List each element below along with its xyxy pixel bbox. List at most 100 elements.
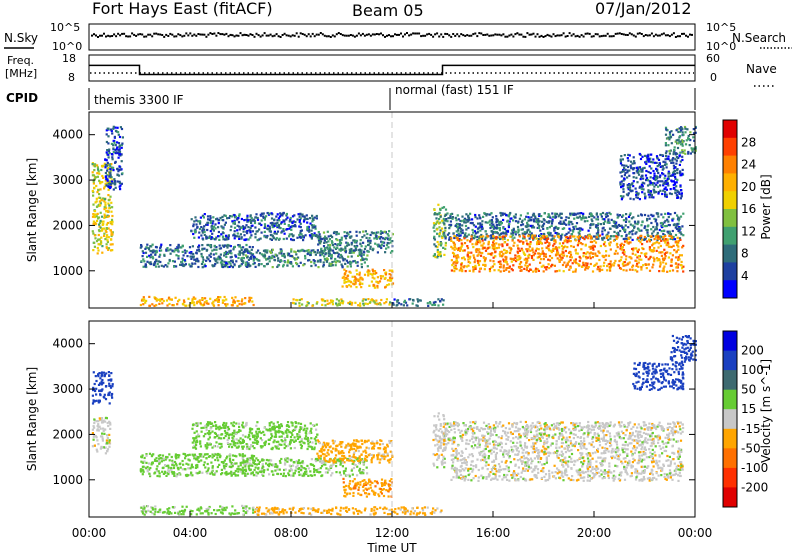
velocity-cell bbox=[200, 455, 203, 458]
power-cell bbox=[436, 245, 439, 249]
power-cell bbox=[513, 236, 516, 239]
power-cell bbox=[673, 238, 677, 241]
power-cell bbox=[105, 182, 108, 185]
power-cell bbox=[231, 304, 234, 307]
power-cell bbox=[476, 243, 479, 246]
power-cell bbox=[625, 193, 629, 196]
power-cell bbox=[681, 168, 684, 171]
velocity-data bbox=[91, 334, 697, 516]
power-cell bbox=[671, 229, 674, 233]
power-cell bbox=[630, 217, 633, 220]
power-cell bbox=[202, 216, 205, 219]
power-cell bbox=[680, 174, 683, 177]
velocity-cell bbox=[161, 457, 164, 460]
power-cell bbox=[96, 212, 99, 215]
power-cell bbox=[99, 219, 102, 222]
power-cell bbox=[551, 220, 554, 223]
power-cell bbox=[453, 246, 457, 249]
power-cell bbox=[663, 248, 666, 251]
power-cell bbox=[333, 230, 336, 234]
power-cell bbox=[593, 264, 596, 267]
power-cell bbox=[250, 221, 253, 224]
power-cell bbox=[643, 225, 647, 228]
power-cell bbox=[670, 245, 673, 249]
power-cell bbox=[438, 235, 441, 238]
power-cell bbox=[140, 299, 144, 302]
power-cell bbox=[312, 226, 315, 229]
power-cell bbox=[205, 259, 208, 262]
power-cell bbox=[326, 246, 329, 249]
power-cell bbox=[110, 238, 113, 241]
power-cell bbox=[477, 261, 480, 265]
power-cell bbox=[628, 169, 631, 172]
power-cell bbox=[653, 177, 656, 180]
power-cell bbox=[260, 219, 263, 222]
power-cell bbox=[633, 220, 637, 223]
power-cell bbox=[647, 179, 650, 182]
power-cell bbox=[108, 180, 111, 183]
power-cell bbox=[361, 258, 364, 261]
power-cell bbox=[679, 215, 683, 218]
noise-point bbox=[616, 32, 619, 35]
power-cell bbox=[635, 231, 638, 234]
power-cell bbox=[500, 250, 503, 253]
power-cell bbox=[359, 302, 362, 305]
power-cell bbox=[298, 304, 301, 307]
power-cell bbox=[200, 252, 203, 256]
power-cell bbox=[618, 260, 621, 263]
power-cell bbox=[118, 165, 121, 168]
power-cell bbox=[653, 174, 656, 177]
power-cell bbox=[362, 302, 365, 305]
power-cell bbox=[653, 172, 656, 175]
power-cell bbox=[198, 231, 201, 234]
power-cell bbox=[662, 167, 665, 170]
power-cell bbox=[458, 247, 461, 250]
power-cell bbox=[620, 186, 623, 189]
power-cell bbox=[444, 219, 448, 222]
noise-point bbox=[568, 32, 571, 35]
power-cell bbox=[624, 258, 628, 261]
power-cell bbox=[503, 248, 506, 252]
power-cell bbox=[205, 300, 208, 303]
power-cell bbox=[327, 235, 330, 238]
power-cell bbox=[311, 218, 315, 221]
power-cell bbox=[118, 180, 121, 183]
power-cell bbox=[664, 238, 667, 241]
power-cell bbox=[552, 215, 555, 218]
power-cell bbox=[323, 241, 326, 244]
power-cell bbox=[511, 231, 514, 234]
velocity-cell bbox=[142, 470, 145, 473]
velocity-cell bbox=[91, 402, 95, 405]
power-cell bbox=[624, 230, 627, 233]
power-cell bbox=[532, 251, 535, 254]
power-cell bbox=[361, 256, 364, 260]
power-cell bbox=[640, 224, 643, 227]
noise-point bbox=[406, 32, 408, 34]
power-cell bbox=[612, 264, 615, 267]
power-cell bbox=[471, 243, 474, 246]
power-cell bbox=[610, 264, 613, 267]
power-cell bbox=[466, 247, 470, 250]
power-cell bbox=[253, 221, 257, 225]
power-cell bbox=[319, 240, 323, 243]
power-cell bbox=[615, 232, 618, 235]
power-cell bbox=[370, 299, 373, 302]
noise-point bbox=[644, 34, 647, 36]
power-cell bbox=[526, 264, 529, 268]
power-cell bbox=[353, 239, 356, 242]
power-cell bbox=[222, 265, 225, 269]
power-cell bbox=[541, 250, 544, 253]
power-cell bbox=[648, 269, 652, 272]
power-cell bbox=[527, 228, 530, 231]
power-cell bbox=[409, 298, 412, 301]
power-cell bbox=[441, 236, 444, 240]
power-cell bbox=[621, 226, 624, 229]
power-cell bbox=[92, 191, 95, 194]
power-cell bbox=[486, 221, 489, 224]
power-cell bbox=[515, 260, 518, 263]
power-cell bbox=[478, 237, 481, 240]
power-cell bbox=[663, 253, 666, 256]
power-cell bbox=[542, 252, 545, 255]
power-cell bbox=[273, 218, 276, 221]
power-cell bbox=[299, 249, 302, 252]
